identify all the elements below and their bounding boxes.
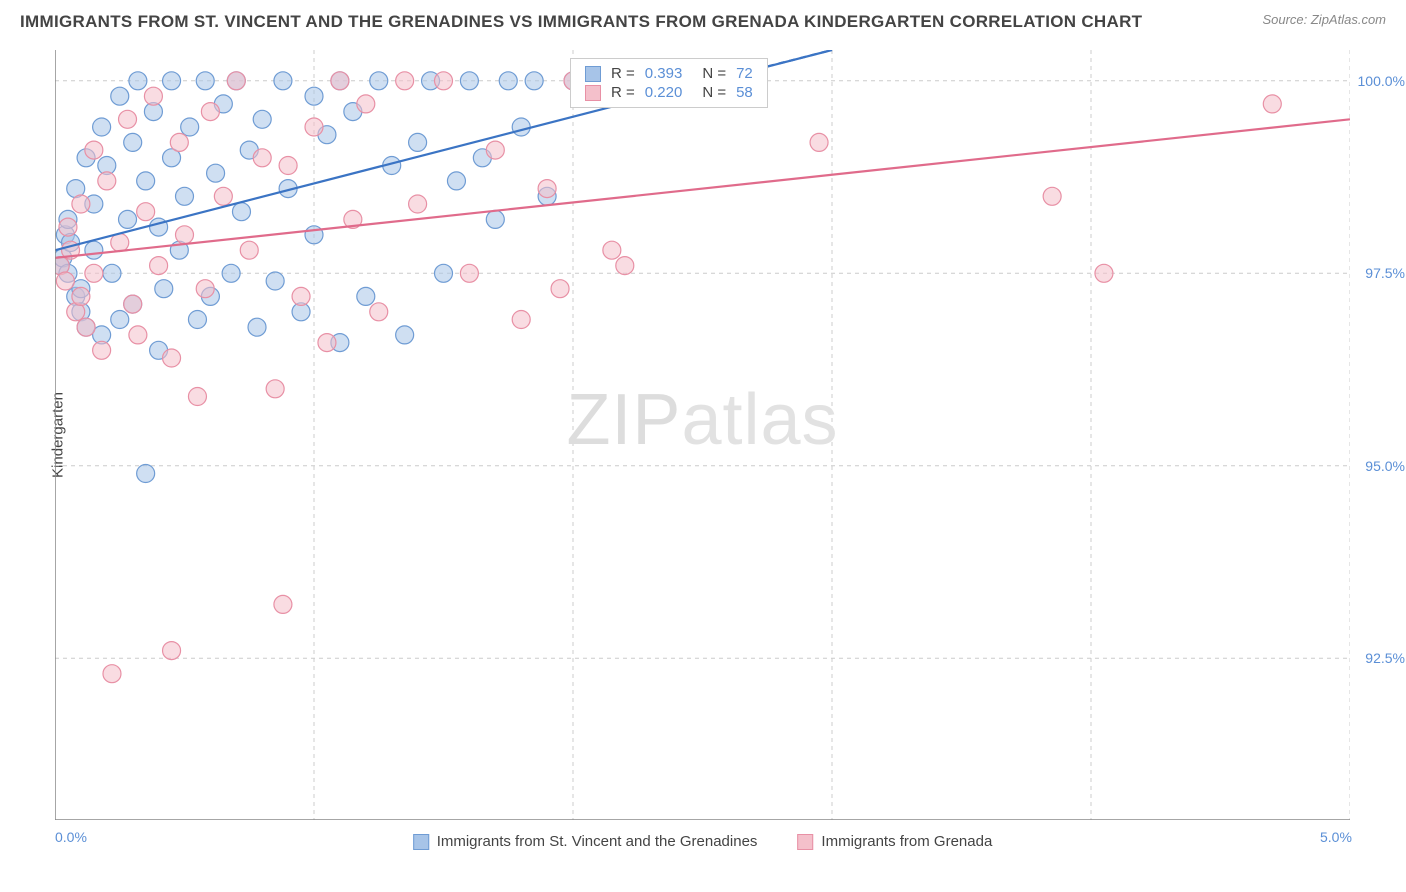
y-tick-label: 97.5% — [1365, 265, 1405, 281]
correlation-stat-box: R = 0.393 N = 72 R = 0.220 N = 58 — [570, 58, 768, 108]
legend-swatch-icon — [585, 66, 601, 82]
chart-title: IMMIGRANTS FROM ST. VINCENT AND THE GREN… — [20, 12, 1142, 32]
y-tick-label: 92.5% — [1365, 650, 1405, 666]
legend-label: Immigrants from Grenada — [821, 833, 992, 850]
stat-row: R = 0.393 N = 72 — [585, 65, 753, 82]
stat-r-value: 0.393 — [645, 65, 683, 82]
stat-n-value: 72 — [736, 65, 753, 82]
stat-r-label: R = — [611, 65, 635, 82]
legend-label: Immigrants from St. Vincent and the Gren… — [437, 833, 758, 850]
bottom-legend: Immigrants from St. Vincent and the Gren… — [413, 833, 993, 850]
stat-n-label: N = — [702, 65, 726, 82]
source-attribution: Source: ZipAtlas.com — [1262, 12, 1386, 27]
chart-area: Kindergarten ZIPatlas R = 0.393N = 72R =… — [55, 50, 1350, 820]
legend-swatch-icon — [585, 85, 601, 101]
x-tick-label: 0.0% — [55, 829, 87, 845]
x-tick-label: 5.0% — [1320, 829, 1352, 845]
legend-item: Immigrants from St. Vincent and the Gren… — [413, 833, 758, 850]
stat-n-label: N = — [702, 84, 726, 101]
scatter-plot — [55, 50, 1350, 820]
y-tick-label: 100.0% — [1358, 73, 1405, 89]
legend-item: Immigrants from Grenada — [797, 833, 992, 850]
legend-swatch-icon — [413, 834, 429, 850]
stat-r-label: R = — [611, 84, 635, 101]
y-tick-label: 95.0% — [1365, 458, 1405, 474]
legend-swatch-icon — [797, 834, 813, 850]
stat-r-value: 0.220 — [645, 84, 683, 101]
stat-n-value: 58 — [736, 84, 753, 101]
stat-row: R = 0.220 N = 58 — [585, 84, 753, 101]
